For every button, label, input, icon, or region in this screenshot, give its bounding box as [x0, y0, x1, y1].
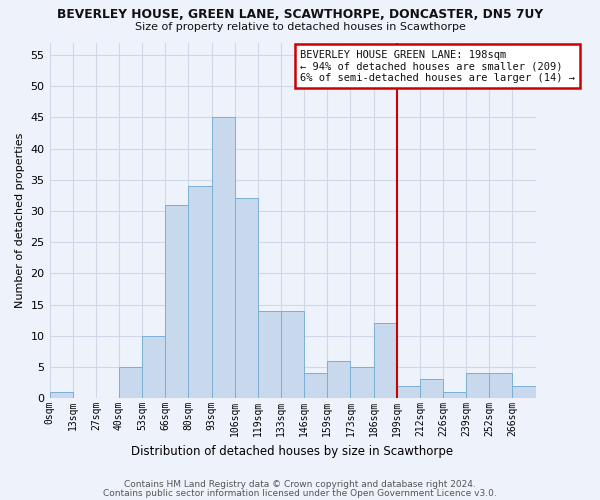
- Bar: [188, 186, 212, 398]
- Bar: [374, 324, 397, 398]
- Bar: [212, 118, 235, 398]
- Bar: [466, 373, 489, 398]
- Bar: [443, 392, 466, 398]
- Bar: [235, 198, 258, 398]
- Text: Contains public sector information licensed under the Open Government Licence v3: Contains public sector information licen…: [103, 488, 497, 498]
- Bar: [165, 204, 188, 398]
- Bar: [512, 386, 536, 398]
- Text: Contains HM Land Registry data © Crown copyright and database right 2024.: Contains HM Land Registry data © Crown c…: [124, 480, 476, 489]
- Bar: [281, 311, 304, 398]
- Bar: [304, 373, 327, 398]
- Bar: [397, 386, 420, 398]
- Bar: [142, 336, 165, 398]
- Bar: [258, 311, 281, 398]
- Bar: [489, 373, 512, 398]
- Text: BEVERLEY HOUSE, GREEN LANE, SCAWTHORPE, DONCASTER, DN5 7UY: BEVERLEY HOUSE, GREEN LANE, SCAWTHORPE, …: [57, 8, 543, 20]
- Y-axis label: Number of detached properties: Number of detached properties: [15, 132, 25, 308]
- Text: BEVERLEY HOUSE GREEN LANE: 198sqm
← 94% of detached houses are smaller (209)
6% : BEVERLEY HOUSE GREEN LANE: 198sqm ← 94% …: [300, 50, 575, 83]
- Bar: [327, 360, 350, 398]
- Bar: [420, 380, 443, 398]
- Text: Size of property relative to detached houses in Scawthorpe: Size of property relative to detached ho…: [134, 22, 466, 32]
- Bar: [50, 392, 73, 398]
- X-axis label: Distribution of detached houses by size in Scawthorpe: Distribution of detached houses by size …: [131, 444, 454, 458]
- Bar: [350, 367, 374, 398]
- Bar: [119, 367, 142, 398]
